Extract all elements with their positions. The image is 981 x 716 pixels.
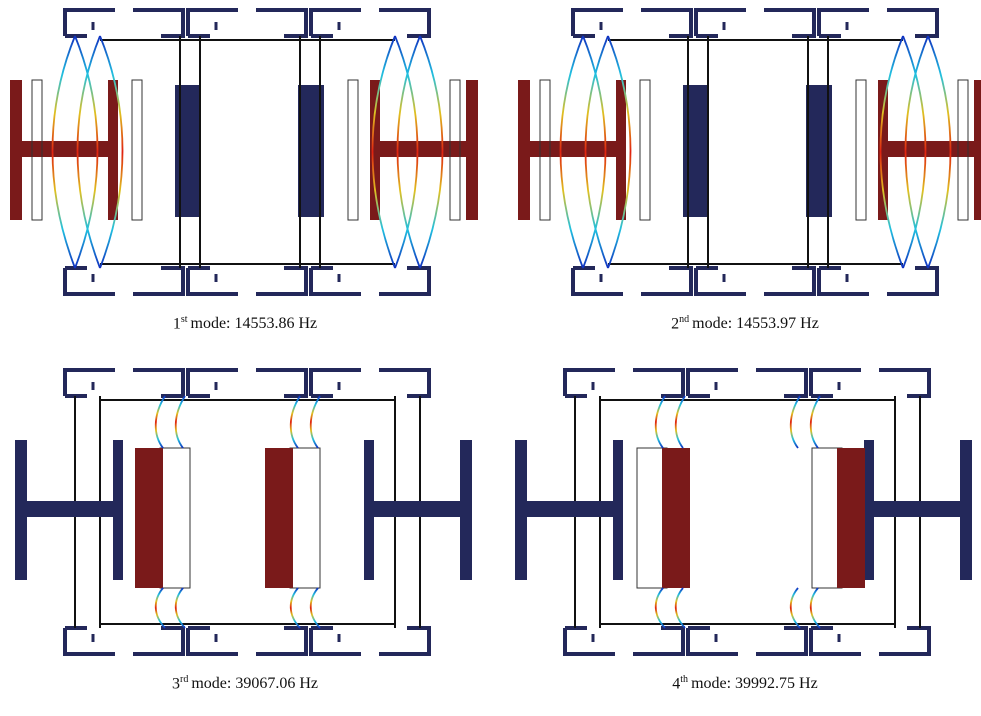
mode-beam: [311, 588, 320, 628]
bracket: [65, 268, 183, 294]
comb-outline: [856, 80, 866, 220]
mode-beam: [291, 588, 300, 628]
comb-outline: [132, 80, 142, 220]
comb: [108, 80, 118, 220]
bracket: [311, 370, 429, 396]
comb: [364, 501, 472, 517]
mode-beam: [676, 588, 685, 628]
comb-outline: [348, 80, 358, 220]
comb: [515, 501, 623, 517]
proof-mass: [175, 85, 201, 217]
bracket: [311, 10, 429, 36]
mode-shape: [0, 360, 490, 670]
comb: [370, 80, 380, 220]
bracket: [573, 10, 691, 36]
bracket: [188, 628, 306, 654]
mode-number: 3: [172, 675, 180, 692]
proof-mass: [683, 85, 709, 217]
mode-beam: [656, 396, 665, 448]
ordinal-suffix: nd: [679, 314, 689, 325]
mode-beam: [156, 588, 165, 628]
ordinal-suffix: th: [680, 674, 688, 685]
comb: [10, 141, 118, 157]
comb: [370, 141, 478, 157]
caption-text: mode: 14553.86 Hz: [191, 315, 318, 332]
comb: [518, 141, 626, 157]
bracket: [811, 370, 929, 396]
caption-text: mode: 39067.06 Hz: [191, 675, 318, 692]
mode-shape: [500, 360, 981, 670]
comb: [113, 440, 123, 580]
bracket: [811, 628, 929, 654]
comb: [878, 80, 888, 220]
bracket: [188, 370, 306, 396]
mode-beam: [811, 396, 820, 448]
proof-mass: [265, 448, 293, 588]
mode-beam: [156, 396, 165, 448]
bracket: [696, 10, 814, 36]
bracket: [573, 268, 691, 294]
ordinal-suffix: st: [181, 314, 188, 325]
comb: [613, 440, 623, 580]
bracket: [696, 268, 814, 294]
bracket: [688, 370, 806, 396]
proof-mass: [662, 448, 690, 588]
mode-number: 1: [173, 315, 181, 332]
mode-beam: [811, 588, 820, 628]
mode-shape: [0, 0, 490, 310]
proof-mass: [837, 448, 865, 588]
bracket: [819, 10, 937, 36]
mode-beam: [676, 396, 685, 448]
mode-beam: [791, 396, 800, 448]
mode-beam: [176, 588, 185, 628]
comb-outline: [640, 80, 650, 220]
comb: [864, 501, 972, 517]
mode-beam: [791, 588, 800, 628]
comb: [364, 440, 374, 580]
bracket: [65, 370, 183, 396]
mode-number: 2: [671, 315, 679, 332]
figure: 1stmode: 14553.86 Hz 2ndmode: 14553.97 Hz…: [0, 0, 981, 716]
bracket: [311, 628, 429, 654]
comb: [616, 80, 626, 220]
bracket: [65, 628, 183, 654]
proof-mass-outline: [160, 448, 190, 588]
ordinal-suffix: rd: [180, 674, 188, 685]
mode-beam: [176, 396, 185, 448]
bracket: [65, 10, 183, 36]
bracket: [565, 628, 683, 654]
mode-beam: [311, 396, 320, 448]
comb: [15, 501, 123, 517]
bracket: [565, 370, 683, 396]
mode-beam: [291, 396, 300, 448]
bracket: [688, 628, 806, 654]
proof-mass-outline: [290, 448, 320, 588]
bracket: [188, 268, 306, 294]
comb: [864, 440, 874, 580]
bracket: [819, 268, 937, 294]
mode-shape: [500, 0, 981, 310]
comb: [878, 141, 981, 157]
bracket: [188, 10, 306, 36]
mode-beam: [656, 588, 665, 628]
proof-mass: [135, 448, 163, 588]
caption-text: mode: 39992.75 Hz: [691, 675, 818, 692]
caption-text: mode: 14553.97 Hz: [692, 315, 819, 332]
bracket: [311, 268, 429, 294]
